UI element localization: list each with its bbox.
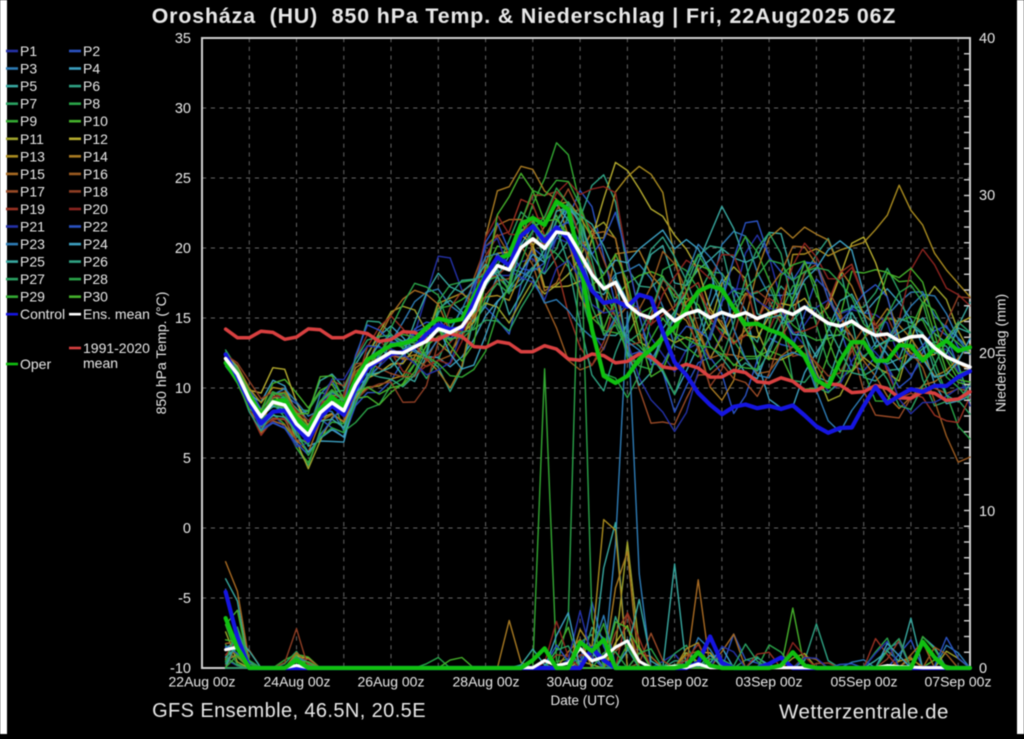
svg-text:-10: -10 — [170, 661, 191, 677]
svg-text:P10: P10 — [83, 113, 108, 129]
svg-text:P30: P30 — [83, 289, 108, 305]
svg-text:P22: P22 — [83, 219, 108, 235]
svg-text:0: 0 — [183, 521, 191, 537]
svg-text:P3: P3 — [20, 61, 37, 77]
svg-text:15: 15 — [175, 311, 191, 327]
svg-text:30: 30 — [175, 101, 191, 117]
svg-text:P9: P9 — [20, 113, 37, 129]
svg-text:P23: P23 — [20, 236, 45, 252]
svg-text:P8: P8 — [83, 96, 100, 112]
svg-text:Oper: Oper — [20, 356, 51, 372]
svg-text:5: 5 — [183, 451, 191, 467]
svg-text:P11: P11 — [20, 131, 44, 147]
svg-text:mean: mean — [83, 355, 118, 371]
svg-text:P2: P2 — [83, 43, 100, 59]
svg-text:GFS Ensemble, 46.5N, 20.5E: GFS Ensemble, 46.5N, 20.5E — [152, 700, 426, 722]
svg-text:P12: P12 — [83, 131, 108, 147]
svg-text:24Aug 00z: 24Aug 00z — [264, 674, 331, 690]
svg-text:07Sep 00z: 07Sep 00z — [925, 674, 992, 690]
svg-text:22Aug 00z: 22Aug 00z — [169, 674, 236, 690]
svg-text:10: 10 — [979, 504, 995, 520]
svg-text:P28: P28 — [83, 271, 108, 287]
svg-text:Wetterzentrale.de: Wetterzentrale.de — [779, 701, 949, 724]
svg-text:P16: P16 — [83, 166, 108, 182]
svg-text:P20: P20 — [83, 201, 108, 217]
svg-text:1991-2020: 1991-2020 — [83, 340, 150, 356]
svg-text:03Sep 00z: 03Sep 00z — [736, 674, 803, 690]
svg-text:P17: P17 — [20, 183, 45, 199]
svg-text:P7: P7 — [20, 96, 37, 112]
svg-text:Date (UTC): Date (UTC) — [550, 693, 619, 708]
svg-text:10: 10 — [175, 381, 191, 397]
svg-text:35: 35 — [175, 31, 191, 47]
svg-text:40: 40 — [979, 31, 995, 47]
svg-text:P14: P14 — [83, 148, 108, 164]
svg-text:P6: P6 — [83, 78, 100, 94]
svg-text:30Aug 00z: 30Aug 00z — [547, 674, 614, 690]
svg-text:26Aug 00z: 26Aug 00z — [358, 674, 425, 690]
svg-text:P21: P21 — [20, 219, 45, 235]
svg-text:P27: P27 — [20, 271, 45, 287]
svg-text:P15: P15 — [20, 166, 45, 182]
svg-text:20: 20 — [175, 241, 191, 257]
svg-text:28Aug 00z: 28Aug 00z — [453, 674, 520, 690]
svg-text:Control: Control — [20, 306, 65, 322]
svg-text:P5: P5 — [20, 78, 37, 94]
svg-text:850 hPa Temp. (°C): 850 hPa Temp. (°C) — [153, 292, 169, 415]
svg-text:01Sep 00z: 01Sep 00z — [642, 674, 709, 690]
svg-text:Ens. mean: Ens. mean — [83, 306, 150, 322]
svg-text:P25: P25 — [20, 254, 45, 270]
svg-text:05Sep 00z: 05Sep 00z — [831, 674, 898, 690]
svg-text:P18: P18 — [83, 183, 108, 199]
svg-text:P24: P24 — [83, 236, 108, 252]
svg-text:-5: -5 — [178, 591, 191, 607]
svg-text:Orosháza (HU) 850 hPa Temp.: Orosháza (HU) 850 hPa Temp. & Niederschl… — [152, 4, 897, 28]
svg-text:P26: P26 — [83, 254, 108, 270]
svg-text:25: 25 — [175, 171, 191, 187]
svg-text:P4: P4 — [83, 61, 100, 77]
svg-text:0: 0 — [979, 661, 987, 677]
svg-text:30: 30 — [979, 188, 995, 204]
svg-text:P29: P29 — [20, 289, 45, 305]
svg-text:P13: P13 — [20, 148, 45, 164]
svg-text:P19: P19 — [20, 201, 45, 217]
svg-text:20: 20 — [979, 346, 995, 362]
svg-text:Niederschlag (mm): Niederschlag (mm) — [993, 294, 1009, 412]
svg-text:P1: P1 — [20, 43, 37, 59]
